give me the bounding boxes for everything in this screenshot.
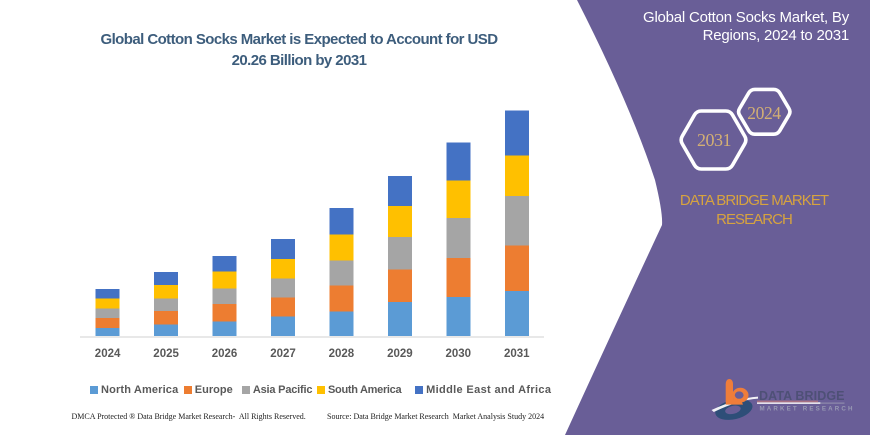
svg-text:DATA BRIDGE: DATA BRIDGE	[759, 389, 845, 403]
svg-text:MARKET RESEARCH: MARKET RESEARCH	[760, 406, 855, 413]
